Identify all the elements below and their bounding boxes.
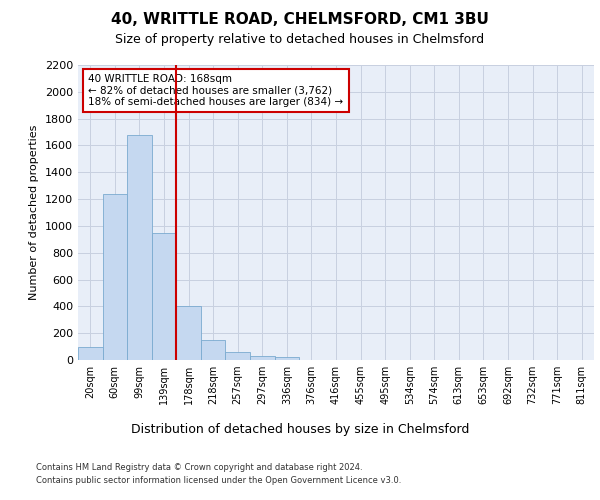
Bar [226, 352, 250, 360]
Text: Contains public sector information licensed under the Open Government Licence v3: Contains public sector information licen… [36, 476, 401, 485]
Text: Distribution of detached houses by size in Chelmsford: Distribution of detached houses by size … [131, 422, 469, 436]
Bar [127, 134, 152, 360]
Bar [275, 358, 299, 360]
Bar [250, 356, 275, 360]
Y-axis label: Number of detached properties: Number of detached properties [29, 125, 40, 300]
Text: Size of property relative to detached houses in Chelmsford: Size of property relative to detached ho… [115, 32, 485, 46]
Bar [103, 194, 127, 360]
Bar [152, 232, 176, 360]
Text: Contains HM Land Registry data © Crown copyright and database right 2024.: Contains HM Land Registry data © Crown c… [36, 462, 362, 471]
Bar [176, 306, 201, 360]
Text: 40 WRITTLE ROAD: 168sqm
← 82% of detached houses are smaller (3,762)
18% of semi: 40 WRITTLE ROAD: 168sqm ← 82% of detache… [88, 74, 343, 107]
Bar [78, 346, 103, 360]
Text: 40, WRITTLE ROAD, CHELMSFORD, CM1 3BU: 40, WRITTLE ROAD, CHELMSFORD, CM1 3BU [111, 12, 489, 28]
Bar [201, 340, 226, 360]
